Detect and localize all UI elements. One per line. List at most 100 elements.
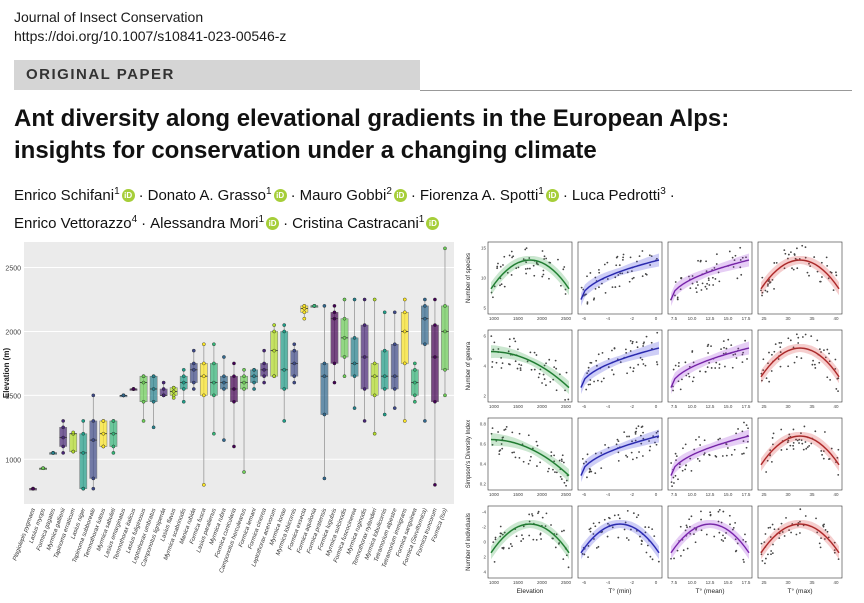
data-point	[506, 271, 509, 274]
data-point	[509, 543, 512, 545]
data-point	[739, 266, 742, 269]
box-18	[210, 342, 218, 436]
y-tick-label: 0.2	[480, 482, 487, 487]
x-tick-label: -6	[582, 492, 586, 497]
trend-line-outline	[490, 439, 570, 476]
data-point	[690, 515, 693, 518]
data-point	[524, 248, 527, 251]
box-25	[280, 323, 289, 423]
data-point	[696, 281, 698, 283]
author-name[interactable]: Enrico Vettorazzo4	[14, 214, 137, 232]
data-point	[629, 256, 632, 259]
data-point	[586, 302, 589, 305]
box-point	[423, 304, 427, 308]
data-point	[810, 335, 813, 338]
box-point	[282, 323, 287, 327]
data-point	[679, 463, 681, 465]
data-point	[500, 443, 503, 445]
data-point	[548, 277, 550, 280]
row-label: Number of genera	[466, 341, 472, 390]
box-point	[111, 444, 116, 449]
data-point	[501, 533, 504, 536]
x-tick-label: 25	[761, 316, 767, 321]
data-point	[780, 341, 783, 344]
box-point	[262, 380, 266, 385]
box-point	[91, 438, 96, 442]
box-point	[61, 419, 65, 423]
author-affiliation: 1	[418, 214, 425, 225]
data-point	[746, 440, 749, 443]
box-39	[421, 297, 429, 423]
data-point	[680, 277, 683, 280]
data-point	[774, 343, 777, 346]
data-point	[835, 271, 837, 274]
data-point	[606, 278, 609, 280]
author-name[interactable]: Mauro Gobbi2 iD	[300, 186, 407, 204]
box-iqr	[320, 363, 329, 415]
data-point	[507, 350, 510, 353]
data-point	[808, 444, 811, 447]
data-point	[647, 526, 650, 529]
data-point	[810, 442, 813, 445]
data-point	[709, 514, 712, 517]
data-point	[695, 287, 697, 290]
box-11	[139, 374, 148, 423]
data-point	[630, 270, 633, 273]
scatter-panel	[667, 329, 753, 403]
data-point	[705, 260, 707, 263]
doi-link[interactable]: https://doi.org/10.1007/s10841-023-00546…	[14, 28, 287, 44]
author-name[interactable]: Donato A. Grasso1 iD	[148, 186, 287, 204]
data-point	[586, 372, 589, 375]
box-point	[141, 419, 146, 423]
box-iqr	[421, 305, 429, 345]
data-point	[783, 535, 786, 537]
author-name[interactable]: Cristina Castracani1 iD	[292, 214, 440, 232]
data-point	[771, 437, 774, 439]
data-point	[641, 358, 644, 361]
author-name[interactable]: Alessandra Mori1 iD	[150, 214, 280, 232]
data-point	[499, 525, 502, 528]
orcid-icon[interactable]: iD	[545, 189, 559, 202]
data-point	[676, 549, 679, 552]
author-name[interactable]: Fiorenza A. Spotti1 iD	[420, 186, 559, 204]
data-point	[520, 364, 523, 367]
box-point	[161, 393, 166, 398]
author-name[interactable]: Enrico Schifani1 iD	[14, 186, 135, 204]
data-point	[725, 347, 728, 350]
data-point	[536, 465, 538, 467]
orcid-icon[interactable]: iD	[121, 189, 135, 202]
data-point	[826, 530, 829, 533]
data-point	[775, 261, 778, 264]
data-point	[649, 555, 652, 558]
x-tick-label: 25	[761, 492, 767, 497]
author-name[interactable]: Luca Pedrotti3	[572, 186, 666, 204]
data-point	[626, 509, 629, 512]
confidence-band	[491, 520, 569, 560]
data-point	[692, 361, 695, 364]
orcid-icon[interactable]: iD	[426, 217, 440, 230]
data-point	[783, 249, 786, 252]
data-point	[792, 444, 794, 447]
data-point	[528, 267, 531, 270]
orcid-icon[interactable]: iD	[393, 189, 407, 202]
box-point	[392, 310, 397, 315]
orcid-icon[interactable]: iD	[273, 189, 287, 202]
data-point	[560, 478, 563, 480]
x-tick-label: 2000	[537, 404, 548, 409]
data-point	[565, 371, 568, 374]
y-tick-label: 5	[483, 306, 486, 311]
article-type-banner: ORIGINAL PAPER	[14, 60, 420, 90]
data-point	[747, 427, 749, 430]
data-point	[742, 539, 745, 541]
data-point	[816, 270, 819, 273]
data-point	[734, 522, 737, 524]
data-point	[684, 529, 687, 532]
data-point	[770, 550, 773, 552]
box-point	[413, 380, 417, 385]
orcid-icon[interactable]: iD	[266, 217, 280, 230]
box-33	[360, 297, 369, 423]
box-point	[61, 444, 65, 449]
data-point	[656, 430, 659, 433]
box-point	[262, 374, 266, 378]
data-point	[799, 532, 801, 534]
